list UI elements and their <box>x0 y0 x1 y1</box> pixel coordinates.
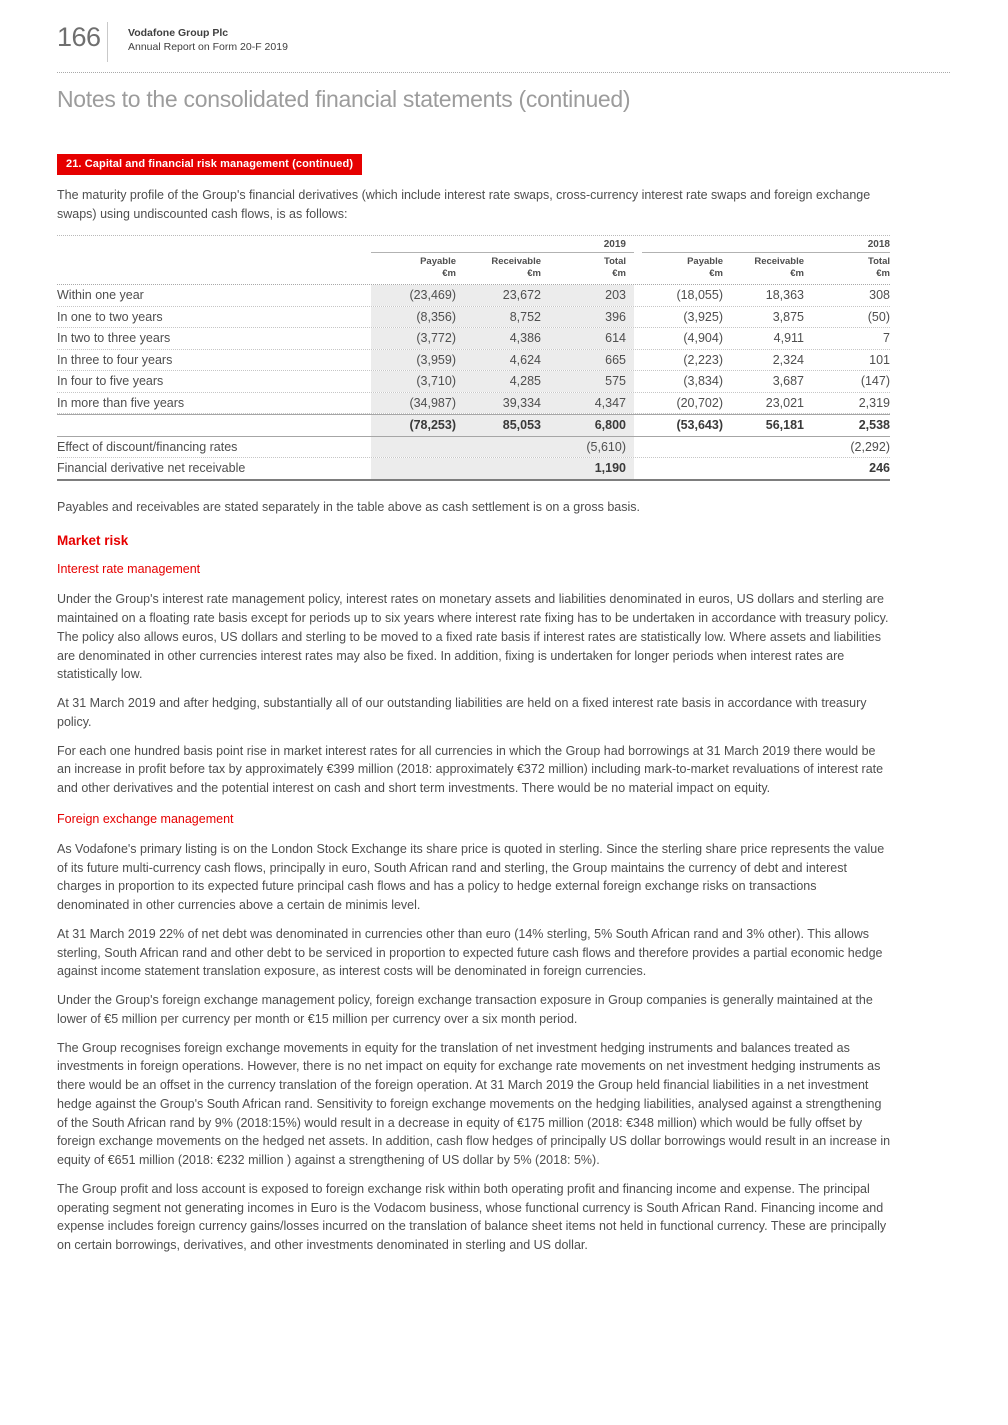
page-content: 166 Vodafone Group Plc Annual Report on … <box>57 0 950 1255</box>
market-risk-heading: Market risk <box>57 533 129 549</box>
cell: (18,055) <box>676 288 723 303</box>
cell: (78,253) <box>409 418 456 433</box>
cell: 4,285 <box>509 374 541 389</box>
cell: (3,710) <box>416 374 456 389</box>
cell: 56,181 <box>765 418 804 433</box>
company-name: Vodafone Group Plc <box>128 27 229 39</box>
header-divider <box>107 22 108 62</box>
cell: 4,386 <box>509 331 541 346</box>
col-header-payable-2019: Payable €m <box>420 255 456 279</box>
cell: 308 <box>869 288 890 303</box>
cell: (3,772) <box>416 331 456 346</box>
cell: 101 <box>869 352 890 367</box>
cell: (5,610) <box>586 439 626 454</box>
cell: (50) <box>867 309 890 324</box>
cell: 2,324 <box>772 352 804 367</box>
cell: (147) <box>860 374 890 389</box>
row-label: In one to two years <box>57 309 163 324</box>
table-row: In more than five years (34,987) 39,334 … <box>57 392 890 415</box>
cell: 85,053 <box>502 418 541 433</box>
header-rule <box>57 72 950 73</box>
cell: (20,702) <box>676 395 723 410</box>
col-header-total-2018: Total €m <box>868 255 890 279</box>
interest-paragraph-1: Under the Group's interest rate manageme… <box>57 592 889 682</box>
row-label: In more than five years <box>57 395 185 410</box>
cell: 4,624 <box>509 352 541 367</box>
maturity-table: 2019 2018 Payable €m Receivable €m Total €m <box>57 234 890 481</box>
row-label: In three to four years <box>57 352 173 367</box>
cell: 1,190 <box>594 461 626 476</box>
column-header-row: Payable €m Receivable €m Total €m Payable €m… <box>57 253 890 286</box>
cell: 7 <box>883 331 890 346</box>
table-row: In one to two years (8,356) 8,752 396 (3… <box>57 306 890 329</box>
cell: 4,347 <box>594 395 626 410</box>
header-meta: Vodafone Group Plc Annual Report on Form… <box>128 24 288 54</box>
row-label: Within one year <box>57 288 144 303</box>
row-label: In two to three years <box>57 331 171 346</box>
cell: 23,021 <box>765 395 804 410</box>
cell: 6,800 <box>594 418 626 433</box>
year-label-2019: 2019 <box>371 239 634 253</box>
cell: 614 <box>605 331 626 346</box>
cell: 2,319 <box>858 395 890 410</box>
cell: 665 <box>605 352 626 367</box>
cell: (3,925) <box>683 309 723 324</box>
col-header-receivable-2019: Receivable €m <box>491 255 541 279</box>
row-label <box>57 415 371 436</box>
table-total-row: (78,253) 85,053 6,800 (53,643) 56,181 2,… <box>57 414 890 437</box>
interest-rate-heading: Interest rate management <box>57 562 201 577</box>
table-row: In two to three years (3,772) 4,386 614 … <box>57 328 890 350</box>
note-gross-basis: Payables and receivables are stated sepa… <box>57 499 640 514</box>
page-number: 166 <box>57 22 101 52</box>
cell: (3,959) <box>416 352 456 367</box>
fx-paragraph-1: As Vodafone's primary listing is on the … <box>57 841 885 913</box>
page-title: Notes to the consolidated financial stat… <box>57 86 631 112</box>
section-banner: 21. Capital and financial risk managemen… <box>57 154 363 175</box>
table-row: In three to four years (3,959) 4,624 665… <box>57 349 890 372</box>
fx-paragraph-5: The Group profit and loss account is exp… <box>57 1181 887 1253</box>
page-header: 166 Vodafone Group Plc Annual Report on … <box>57 0 892 62</box>
cell: 575 <box>605 374 626 389</box>
fx-paragraph-4: The Group recognises foreign exchange mo… <box>57 1040 891 1168</box>
cell: 4,911 <box>773 331 804 346</box>
cell: 2,538 <box>858 418 890 433</box>
cell: (2,223) <box>683 352 723 367</box>
cell: (3,834) <box>683 374 723 389</box>
cell: 3,875 <box>772 309 804 324</box>
cell: 246 <box>869 461 890 476</box>
table-row-net-receivable: Financial derivative net receivable 1,19… <box>57 458 890 481</box>
cell: 3,687 <box>772 374 804 389</box>
cell: (2,292) <box>850 439 890 454</box>
cell: (4,904) <box>683 331 723 346</box>
foreign-exchange-heading: Foreign exchange management <box>57 811 234 826</box>
cell: 203 <box>605 288 626 303</box>
cell: (8,356) <box>416 309 456 324</box>
row-label: Financial derivative net receivable <box>57 461 246 476</box>
col-header-payable-2018: Payable €m <box>687 255 723 279</box>
cell: 18,363 <box>765 288 804 303</box>
interest-paragraph-2: At 31 March 2019 and after hedging, subs… <box>57 696 867 729</box>
row-label: Effect of discount/financing rates <box>57 439 238 454</box>
cell: 396 <box>605 309 626 324</box>
cell: 8,752 <box>509 309 541 324</box>
cell: 39,334 <box>502 395 541 410</box>
cell: (53,643) <box>676 418 723 433</box>
col-header-receivable-2018: Receivable €m <box>754 255 804 279</box>
table-row: Within one year (23,469) 23,672 203 (18,… <box>57 285 890 307</box>
cell: (23,469) <box>409 288 456 303</box>
intro-text: The maturity profile of the Group's fina… <box>57 188 871 221</box>
table-row: In four to five years (3,710) 4,285 575 … <box>57 371 890 393</box>
col-header-total-2019: Total €m <box>604 255 626 279</box>
interest-paragraph-3: For each one hundred basis point rise in… <box>57 743 884 796</box>
report-name: Annual Report on Form 20-F 2019 <box>128 41 288 54</box>
year-header-row: 2019 2018 <box>57 236 890 253</box>
cell: 23,672 <box>502 288 541 303</box>
row-label: In four to five years <box>57 374 164 389</box>
table-row-effect-of-discount: Effect of discount/financing rates (5,61… <box>57 436 890 459</box>
fx-paragraph-3: Under the Group's foreign exchange manag… <box>57 993 873 1026</box>
cell: (34,987) <box>409 395 456 410</box>
fx-paragraph-2: At 31 March 2019 22% of net debt was den… <box>57 926 883 979</box>
year-label-2018: 2018 <box>642 239 890 253</box>
